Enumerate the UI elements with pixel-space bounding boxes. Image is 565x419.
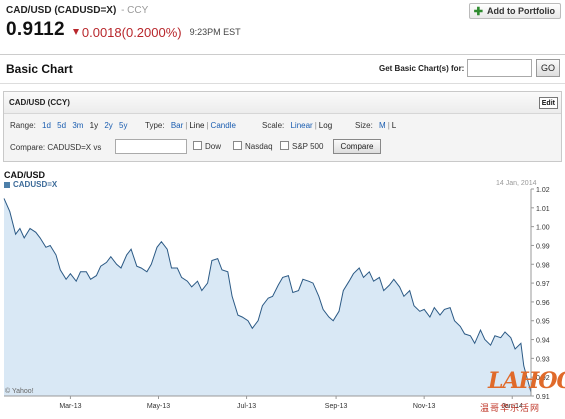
chart-date: 14 Jan, 2014: [496, 180, 537, 187]
compare-button[interactable]: Compare: [333, 139, 381, 154]
add-to-portfolio-button[interactable]: ✚ Add to Portfolio: [468, 3, 561, 19]
compare-input[interactable]: [115, 139, 187, 154]
watermark-logo: LAHOO: [488, 368, 565, 394]
size-option-l[interactable]: L: [391, 121, 397, 130]
type-option-candle[interactable]: Candle: [210, 121, 236, 130]
panel-title: CAD/USD (CCY): [9, 98, 70, 107]
series-area: [4, 198, 531, 396]
type-option-bar[interactable]: Bar: [170, 121, 184, 130]
range-option-1y[interactable]: 1y: [89, 121, 99, 130]
size-label: Size:: [355, 121, 373, 130]
y-tick-label: 0.94: [536, 338, 550, 345]
scale-option-log[interactable]: Log: [318, 121, 333, 130]
panel-header: CAD/USD (CCY) Edit: [4, 92, 561, 114]
x-tick-label: Nov-13: [413, 403, 436, 410]
type-group: Type: Bar | Line | Candle: [145, 121, 236, 130]
x-tick-label: Jan-14: [502, 403, 524, 410]
y-tick-label: 0.98: [536, 262, 550, 269]
sp500-label: S&P 500: [292, 142, 324, 151]
compare-label: Compare: CADUSD=X vs: [10, 143, 102, 152]
price-change: 0.0018 (0.2000%): [72, 24, 182, 40]
y-tick-label: 0.95: [536, 319, 550, 326]
y-tick-label: 1.00: [536, 225, 550, 232]
type-option-line[interactable]: Line: [189, 121, 205, 130]
go-button[interactable]: GO: [536, 59, 560, 77]
nasdaq-checkbox[interactable]: [233, 141, 242, 150]
size-option-m[interactable]: M: [379, 121, 386, 130]
legend-label: CADUSD=X: [13, 180, 58, 189]
x-tick-label: Sep-13: [325, 403, 348, 410]
y-tick-label: 0.93: [536, 356, 550, 363]
section-title: Basic Chart: [6, 62, 73, 76]
scale-group: Scale: Linear | Log: [262, 121, 333, 130]
dow-label: Dow: [205, 142, 222, 151]
dow-checkbox[interactable]: [193, 141, 202, 150]
type-label: Type:: [145, 121, 165, 130]
quote-symbol: CAD/USD (CADUSD=X): [6, 5, 117, 16]
x-tick-label: Jul-13: [237, 403, 256, 410]
y-tick-label: 0.96: [536, 300, 550, 307]
range-group: Range: 1d 5d 3m 1y 2y 5y: [10, 121, 128, 130]
last-price: 0.9112: [6, 19, 65, 40]
plus-icon: ✚: [473, 5, 484, 18]
size-group: Size: M | L: [355, 121, 397, 130]
sp500-checkbox[interactable]: [280, 141, 289, 150]
get-chart-label: Get Basic Chart(s) for:: [379, 64, 465, 73]
x-tick-label: Mar-13: [59, 403, 81, 410]
price-chart[interactable]: 0.91 0.92 0.93 0.94 0.95 0.96 0.97 0.98 0.99 1.00…: [0, 186, 565, 419]
add-to-portfolio-label: Add to Portfolio: [487, 6, 555, 16]
chart-options-panel: CAD/USD (CCY) Edit Range: 1d 5d 3m 1y 2y…: [3, 91, 562, 162]
y-tick-label: 1.02: [536, 187, 550, 194]
price-row: 0.9112 0.0018 (0.2000%) 9:23PM EST: [6, 19, 241, 41]
quote-header: CAD/USD (CADUSD=X) - CCY 0.9112 0.0018 (…: [0, 0, 565, 48]
y-tick-label: 1.01: [536, 206, 550, 213]
range-label: Range:: [10, 121, 36, 130]
chart-legend: CADUSD=X: [4, 180, 57, 189]
chart-title: CAD/USD: [4, 170, 46, 180]
x-tick-label: May-13: [147, 403, 170, 410]
range-option-3m[interactable]: 3m: [72, 121, 84, 130]
scale-label: Scale:: [262, 121, 285, 130]
quote-exchange: - CCY: [121, 5, 149, 16]
series-line: [3, 198, 532, 393]
range-option-2y[interactable]: 2y: [104, 121, 113, 130]
change-percent: (0.2000%): [121, 24, 182, 40]
scale-option-linear[interactable]: Linear: [290, 121, 313, 130]
chart-credit: © Yahoo!: [5, 388, 34, 395]
y-tick-label: 0.92: [536, 375, 550, 382]
y-tick-label: 0.97: [536, 281, 550, 288]
range-option-5y[interactable]: 5y: [119, 121, 128, 130]
legend-swatch: [4, 181, 10, 188]
basic-chart-header: Basic Chart Get Basic Chart(s) for: GO: [0, 54, 565, 84]
quote-title: CAD/USD (CADUSD=X) - CCY: [6, 5, 148, 16]
change-value: 0.0018: [81, 24, 122, 40]
watermark-text: 温哥华乐活网: [480, 403, 541, 413]
symbol-input[interactable]: [467, 59, 532, 77]
y-tick-label: 0.99: [536, 243, 550, 250]
range-option-1d[interactable]: 1d: [42, 121, 51, 130]
quote-time: 9:23PM EST: [189, 27, 241, 37]
nasdaq-label: Nasdaq: [245, 142, 273, 151]
down-arrow-icon: [72, 29, 79, 35]
edit-button[interactable]: Edit: [538, 97, 558, 109]
y-tick-label: 0.91: [536, 394, 550, 401]
watermark: LAHOO 温哥华乐活网: [480, 368, 565, 414]
range-option-5d[interactable]: 5d: [57, 121, 67, 130]
